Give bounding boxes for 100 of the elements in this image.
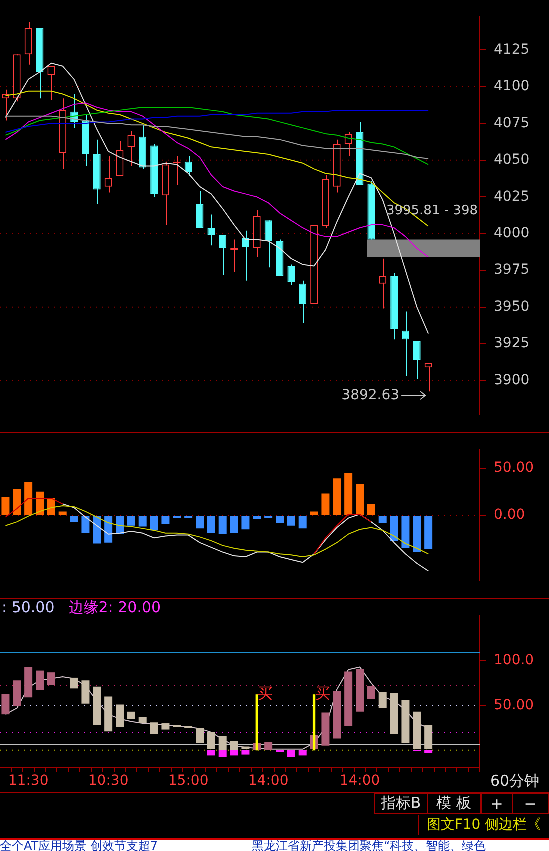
bar bbox=[2, 498, 10, 515]
bar bbox=[413, 712, 422, 750]
data-label: 买 bbox=[315, 684, 330, 702]
bar bbox=[312, 694, 316, 751]
bar bbox=[287, 516, 296, 526]
y-tick-label: 3950 bbox=[494, 298, 530, 315]
bar bbox=[207, 516, 216, 534]
bar bbox=[256, 694, 258, 751]
bar bbox=[207, 732, 216, 750]
y-tick-label: 4100 bbox=[494, 78, 530, 95]
bar bbox=[298, 750, 307, 756]
bar bbox=[264, 742, 273, 750]
candlestick bbox=[299, 280, 307, 324]
candlestick bbox=[424, 362, 432, 392]
bar bbox=[242, 516, 250, 530]
bar bbox=[2, 694, 10, 715]
candlestick bbox=[242, 230, 250, 282]
bar bbox=[424, 516, 433, 550]
bar bbox=[218, 736, 227, 750]
text: 60分钟 bbox=[482, 771, 548, 791]
bar bbox=[253, 516, 262, 520]
annotation: 边缘2: 20.00 bbox=[68, 598, 162, 616]
bar bbox=[70, 516, 78, 522]
candlestick bbox=[208, 214, 216, 246]
bar bbox=[24, 667, 33, 698]
y-tick-label: 4050 bbox=[494, 152, 530, 168]
bar bbox=[310, 512, 318, 515]
candlestick bbox=[264, 220, 272, 268]
bar bbox=[242, 750, 250, 755]
bar bbox=[230, 741, 238, 750]
bar bbox=[162, 724, 170, 730]
bar bbox=[322, 712, 330, 746]
bar bbox=[162, 516, 170, 524]
bar bbox=[93, 516, 102, 544]
bar bbox=[390, 693, 398, 734]
candlestick bbox=[196, 190, 204, 228]
y-tick-label: 50.00 bbox=[494, 460, 534, 476]
bar bbox=[378, 692, 387, 708]
bar bbox=[333, 691, 342, 739]
annotation: : 50.00 bbox=[2, 598, 55, 616]
bar bbox=[127, 516, 136, 526]
bar bbox=[127, 712, 136, 720]
bar bbox=[367, 686, 376, 700]
bar bbox=[367, 504, 376, 515]
bar bbox=[24, 482, 33, 515]
candlestick bbox=[230, 239, 238, 273]
candlestick bbox=[219, 234, 227, 276]
bar bbox=[196, 516, 204, 529]
bar bbox=[424, 725, 433, 750]
bar bbox=[356, 669, 364, 712]
bar bbox=[13, 489, 22, 515]
data-label: 买 bbox=[258, 684, 274, 702]
bar bbox=[333, 478, 342, 515]
bar bbox=[424, 750, 433, 754]
y-tick-label: 4125 bbox=[494, 42, 530, 58]
bar bbox=[150, 516, 158, 531]
bar bbox=[344, 672, 353, 726]
bar bbox=[230, 516, 238, 534]
x-tick-label: 14:00 bbox=[248, 773, 289, 790]
y-tick-label: 3925 bbox=[494, 336, 530, 352]
bar bbox=[36, 492, 44, 515]
bar bbox=[47, 672, 56, 686]
bar bbox=[276, 516, 284, 524]
y-tick-label: 4075 bbox=[494, 115, 530, 132]
bar bbox=[218, 750, 227, 758]
bar bbox=[287, 750, 296, 758]
text: − bbox=[512, 793, 549, 814]
y-tick-label: 100.0 bbox=[494, 652, 534, 669]
bar bbox=[298, 516, 307, 529]
y-tick-label: 3900 bbox=[494, 372, 530, 388]
y-tick-label: 50.00 bbox=[494, 697, 534, 714]
bar bbox=[413, 516, 422, 552]
bar bbox=[230, 750, 238, 756]
bar bbox=[344, 472, 353, 515]
bar bbox=[402, 700, 410, 744]
bar bbox=[356, 484, 364, 515]
bar bbox=[104, 696, 113, 732]
bar bbox=[390, 516, 398, 541]
y-tick-label: 4000 bbox=[494, 226, 530, 242]
bar bbox=[173, 516, 182, 518]
candlestick bbox=[413, 340, 421, 380]
candlestick bbox=[288, 264, 296, 286]
bar bbox=[207, 750, 216, 756]
bar bbox=[58, 512, 67, 515]
bar bbox=[218, 516, 227, 534]
bar bbox=[70, 678, 78, 689]
bar bbox=[138, 717, 147, 724]
bar bbox=[242, 746, 250, 750]
bar bbox=[116, 704, 124, 728]
y-tick-label: 0.00 bbox=[494, 507, 526, 524]
bar bbox=[13, 680, 22, 707]
bar bbox=[93, 686, 102, 726]
bar bbox=[184, 516, 193, 518]
bar bbox=[104, 516, 113, 543]
text: + bbox=[481, 793, 513, 814]
x-tick-label: 10:30 bbox=[88, 773, 129, 790]
bar bbox=[138, 516, 147, 527]
bar bbox=[402, 516, 410, 549]
bar bbox=[150, 722, 158, 734]
x-tick-label: 14:00 bbox=[340, 773, 380, 790]
